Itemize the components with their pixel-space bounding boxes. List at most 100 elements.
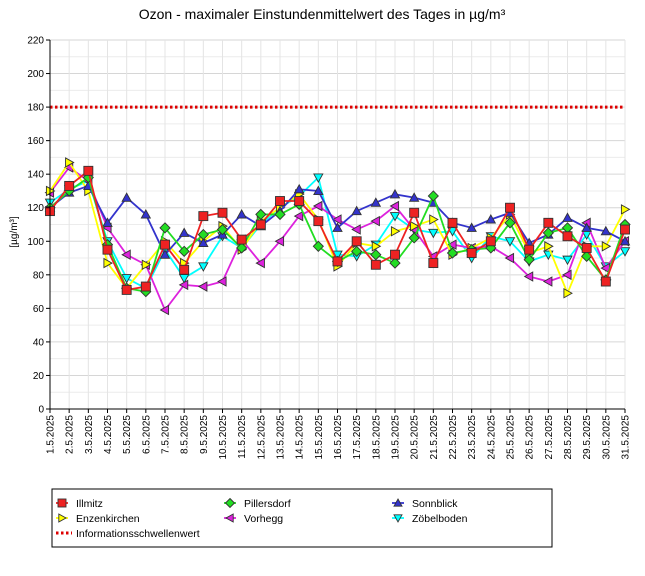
series-marker xyxy=(236,242,248,254)
series-marker xyxy=(121,284,132,295)
series-marker xyxy=(390,249,400,260)
x-tick-label: 25.5.2025 xyxy=(506,415,517,460)
series-marker xyxy=(390,225,401,237)
x-tick-label: 23.5.2025 xyxy=(467,415,478,460)
legend-label: Zöbelboden xyxy=(412,513,468,525)
series-marker xyxy=(504,237,516,247)
series-marker xyxy=(274,208,286,221)
series-marker xyxy=(393,514,403,523)
series-marker xyxy=(544,241,554,252)
series-marker xyxy=(429,214,439,225)
series-marker xyxy=(312,200,323,212)
x-tick-label: 7.5.2025 xyxy=(161,415,172,454)
series-marker xyxy=(447,239,457,250)
series-marker xyxy=(255,219,266,230)
series-marker xyxy=(216,223,229,236)
series-marker xyxy=(619,235,631,246)
series-marker xyxy=(121,192,132,202)
series-marker xyxy=(198,211,209,222)
legend-label: Illmitz xyxy=(76,498,103,510)
x-tick-label: 26.5.2025 xyxy=(525,415,536,460)
series-marker xyxy=(121,274,132,284)
series-marker xyxy=(389,188,401,199)
chart-title: Ozon - maximaler Einstundenmittelwert de… xyxy=(139,6,506,22)
series-marker xyxy=(178,279,189,291)
series-marker xyxy=(217,207,228,218)
series-marker xyxy=(102,244,113,255)
series-marker xyxy=(371,241,382,252)
series-marker xyxy=(351,224,361,235)
x-tick-label: 17.5.2025 xyxy=(352,415,363,460)
series-marker xyxy=(332,214,342,225)
x-tick-label: 31.5.2025 xyxy=(621,415,632,460)
series-marker xyxy=(466,248,477,258)
series-marker xyxy=(524,244,535,255)
x-tick-label: 29.5.2025 xyxy=(582,415,593,460)
series-marker xyxy=(619,247,631,257)
x-tick-label: 22.5.2025 xyxy=(448,415,459,460)
x-tick-label: 30.5.2025 xyxy=(601,415,612,460)
series-marker xyxy=(103,257,113,269)
series-marker xyxy=(198,237,209,248)
y-tick-label: 120 xyxy=(27,203,44,214)
x-tick-label: 5.5.2025 xyxy=(122,415,133,454)
series-marker xyxy=(236,234,247,245)
series-marker xyxy=(58,513,67,523)
series-marker xyxy=(408,192,420,202)
series-marker xyxy=(620,224,630,235)
series-marker xyxy=(466,222,477,232)
x-tick-label: 24.5.2025 xyxy=(486,415,497,460)
series-marker xyxy=(504,217,516,229)
series-marker xyxy=(370,259,381,270)
series-marker xyxy=(562,269,572,281)
series-marker xyxy=(581,243,592,253)
series-marker xyxy=(542,276,553,287)
series-marker xyxy=(64,180,75,191)
x-tick-label: 12.5.2025 xyxy=(256,415,267,460)
series-marker xyxy=(447,217,458,228)
y-tick-label: 20 xyxy=(33,371,45,382)
series-marker xyxy=(505,202,515,213)
series-marker xyxy=(523,271,534,282)
series-marker xyxy=(370,215,380,227)
series-marker xyxy=(140,281,151,292)
legend: Illmitz Pillersdorf Sonnblick Enzenkirchen V… xyxy=(51,488,553,548)
x-tick-label: 28.5.2025 xyxy=(563,415,574,460)
y-tick-label: 0 xyxy=(38,405,44,416)
series-illmitz xyxy=(45,165,630,295)
y-tick-label: 60 xyxy=(33,304,45,315)
x-tick-label: 8.5.2025 xyxy=(180,415,191,454)
legend-label: Pillersdorf xyxy=(244,498,291,510)
x-tick-label: 6.5.2025 xyxy=(141,415,152,454)
series-marker xyxy=(293,210,304,222)
series-marker xyxy=(313,173,324,183)
series-marker xyxy=(236,209,247,219)
series-marker xyxy=(523,254,535,266)
series-marker xyxy=(121,249,131,260)
series-marker xyxy=(224,497,236,509)
series-marker xyxy=(351,245,363,257)
series-marker xyxy=(389,200,400,212)
series-marker xyxy=(410,220,420,232)
series-marker xyxy=(446,247,459,259)
series-marker xyxy=(563,288,573,299)
y-tick-label: 80 xyxy=(33,270,45,281)
series-marker xyxy=(332,256,343,267)
series-marker xyxy=(601,241,612,252)
x-tick-label: 18.5.2025 xyxy=(371,415,382,460)
x-tick-label: 4.5.2025 xyxy=(103,415,114,454)
y-tick-label: 140 xyxy=(27,170,44,181)
x-tick-label: 20.5.2025 xyxy=(410,415,421,460)
y-tick-label: 160 xyxy=(27,136,44,147)
series-marker xyxy=(140,209,152,219)
series-marker xyxy=(178,227,190,237)
series-marker xyxy=(408,232,420,244)
series-marker xyxy=(65,157,75,168)
series-marker xyxy=(389,257,401,269)
x-tick-label: 21.5.2025 xyxy=(429,415,440,460)
series-marker xyxy=(600,225,612,236)
series-marker xyxy=(275,196,285,206)
x-tick-label: 14.5.2025 xyxy=(295,415,306,460)
series-marker xyxy=(217,276,227,287)
